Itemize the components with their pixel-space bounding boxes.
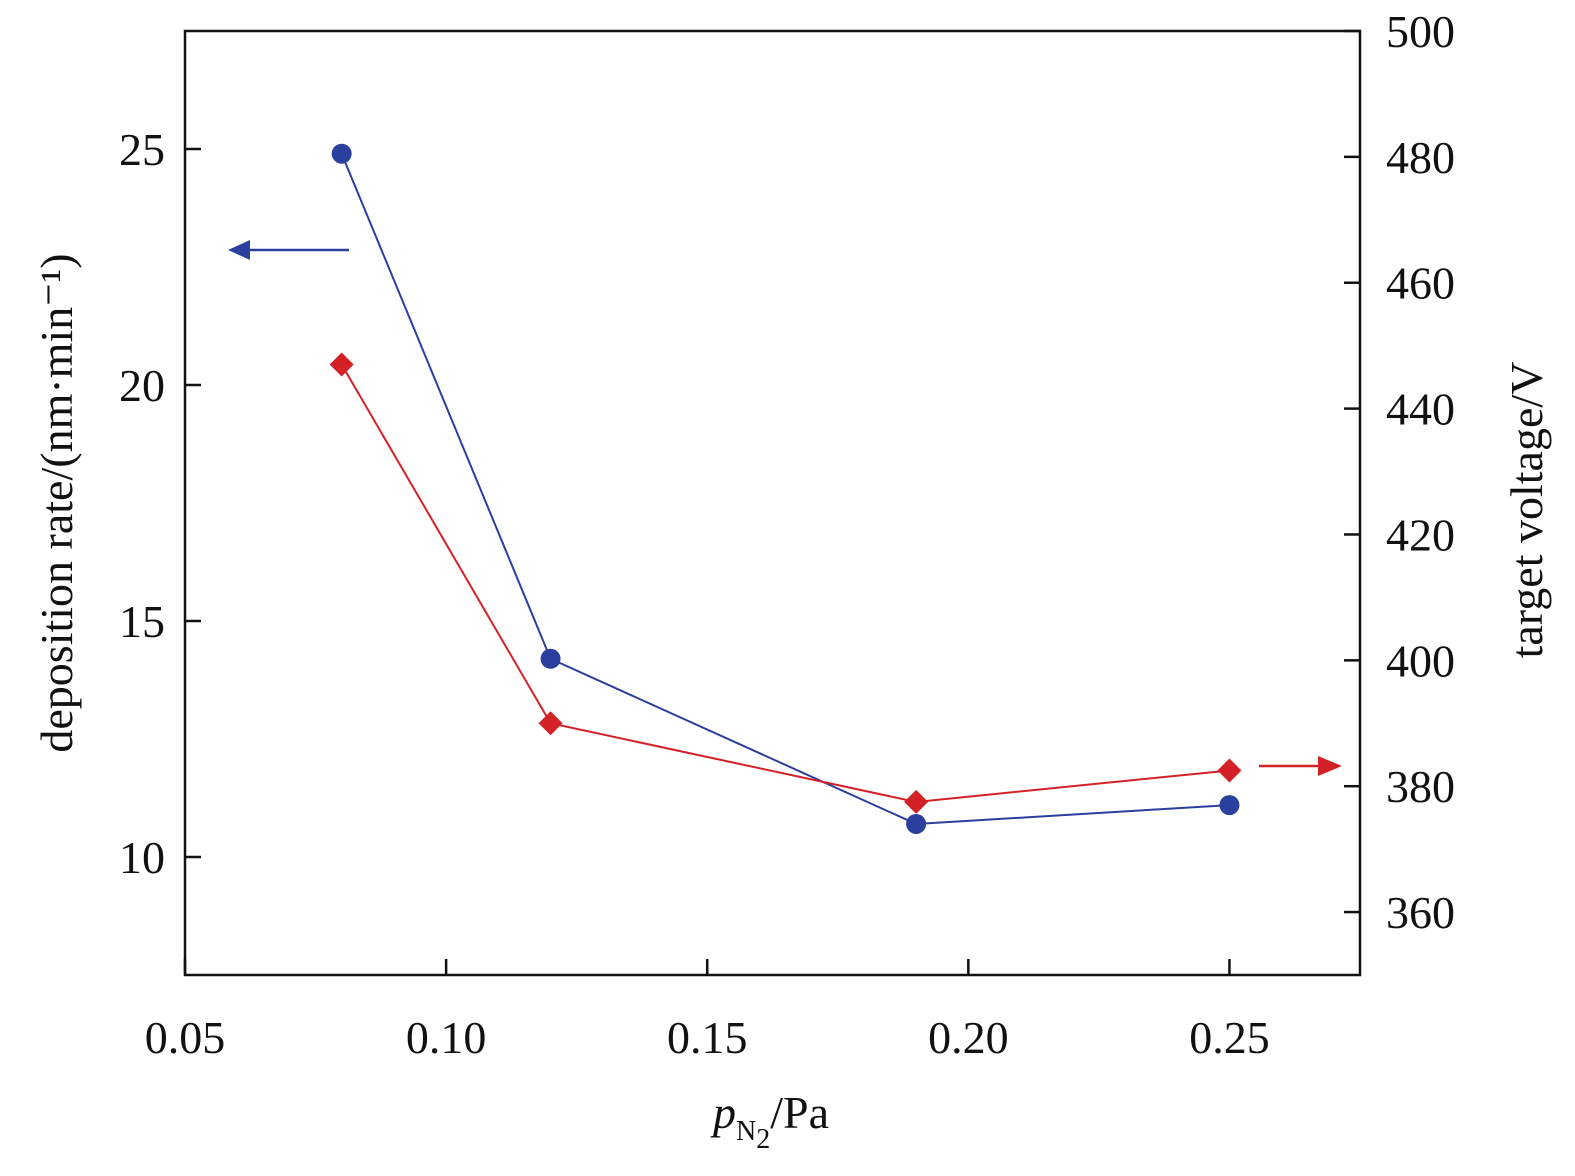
series-left-point	[906, 813, 927, 834]
series-right-point	[538, 711, 563, 736]
y-axis-right-title: target voltage/V	[1501, 362, 1552, 659]
x-tick-label: 0.15	[667, 1012, 748, 1063]
series-left-line	[340, 153, 1230, 825]
y-right-tick-label: 500	[1386, 6, 1455, 57]
y-right-tick-label: 420	[1386, 509, 1455, 560]
series-right-point	[1217, 758, 1242, 783]
series-lines	[340, 153, 1230, 825]
x-tick-label: 0.05	[145, 1012, 226, 1063]
y-right-tick-label: 480	[1386, 132, 1455, 183]
series-left-point	[331, 143, 352, 164]
y-left-tick-label: 15	[119, 596, 165, 647]
x-tick-label: 0.25	[1189, 1012, 1270, 1063]
y-right-tick-label: 460	[1386, 258, 1455, 309]
y-left-tick-label: 10	[119, 832, 165, 883]
x-axis-title-main: p	[710, 1087, 736, 1138]
x-axis-title-subsub: 2	[756, 1124, 770, 1155]
y-right-tick-label: 400	[1386, 635, 1455, 686]
series-right-line	[340, 364, 1230, 803]
x-axis-title-sub: N	[736, 1116, 756, 1147]
left-axis-arrow	[228, 240, 349, 260]
series-left-point	[540, 648, 561, 669]
axis-ticks	[183, 29, 1360, 975]
right-axis-arrow	[1259, 756, 1342, 776]
series-left-point	[1219, 795, 1240, 816]
y-right-tick-label: 440	[1386, 384, 1455, 435]
x-axis-title: pN2/Pa	[710, 1087, 829, 1155]
y-left-tick-label: 20	[119, 360, 165, 411]
y-right-tick-label: 360	[1386, 887, 1455, 938]
plot-frame	[183, 29, 1362, 977]
x-tick-label: 0.20	[928, 1012, 1009, 1063]
y-left-tick-label: 25	[119, 124, 165, 175]
series-markers	[329, 143, 1242, 834]
series-right-point	[904, 789, 929, 814]
x-tick-label: 0.10	[406, 1012, 487, 1063]
series-right-point	[329, 352, 354, 377]
axis-tick-labels: 0.05 0.10 0.15 0.20 0.25 10 15 20 25 360 380 400 420…	[119, 6, 1455, 1063]
x-axis-title-unit: /Pa	[770, 1087, 829, 1138]
y-right-tick-label: 380	[1386, 761, 1455, 812]
y-axis-left-title: deposition rate/(nm·min⁻¹)	[31, 253, 82, 752]
